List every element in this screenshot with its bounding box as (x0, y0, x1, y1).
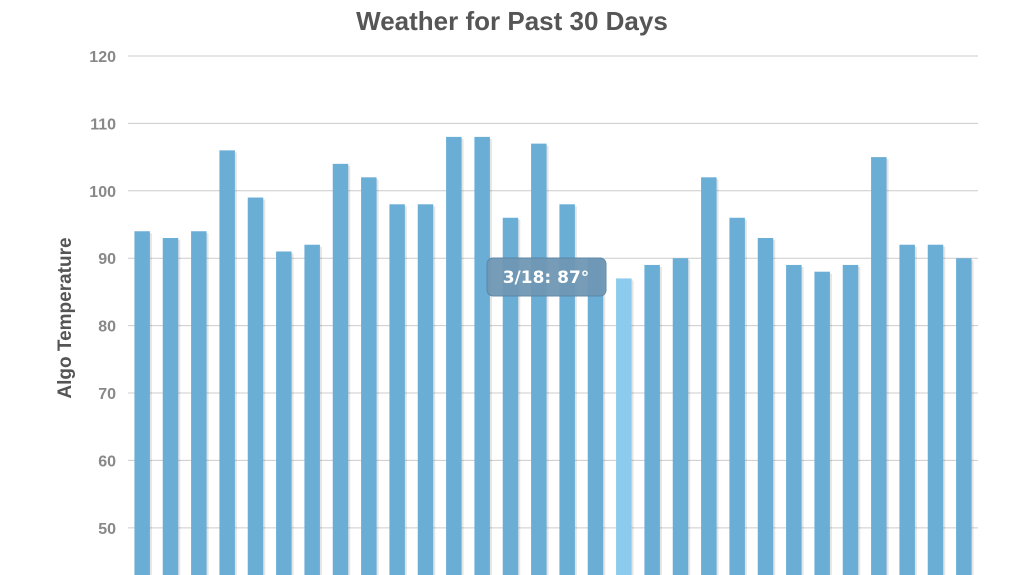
bar[interactable] (587, 258, 604, 575)
bar[interactable] (389, 204, 405, 575)
bar[interactable] (247, 197, 264, 575)
bar[interactable] (672, 258, 689, 575)
bar[interactable] (842, 264, 859, 575)
bar[interactable] (417, 204, 434, 575)
bar[interactable] (304, 244, 320, 575)
tooltip: 3/18: 87° (486, 257, 607, 297)
y-tick-label: 100 (89, 184, 116, 201)
bar[interactable] (757, 237, 774, 575)
chart-title: Weather for Past 30 Days (356, 6, 668, 36)
y-axis-label: Algo Temperature (55, 237, 76, 398)
bar[interactable] (531, 143, 547, 575)
y-tick-label: 80 (98, 319, 116, 336)
y-tick-label: 90 (98, 251, 116, 268)
bar[interactable] (956, 258, 972, 575)
bar[interactable] (899, 244, 915, 575)
y-tick-label: 60 (98, 453, 116, 470)
bar[interactable] (729, 217, 745, 575)
bar[interactable] (871, 157, 887, 575)
bar[interactable] (616, 278, 632, 575)
bar[interactable] (559, 204, 575, 575)
bar[interactable] (219, 150, 235, 575)
y-axis-ticks: 50 60 70 80 90 100 110 120 (89, 49, 116, 538)
y-tick-label: 50 (98, 521, 116, 538)
bar[interactable] (361, 177, 377, 575)
bar[interactable] (191, 231, 207, 575)
bar[interactable] (162, 237, 179, 575)
bar[interactable] (276, 251, 292, 575)
y-tick-label: 110 (90, 116, 116, 133)
bar[interactable] (134, 231, 150, 575)
bar[interactable] (474, 136, 490, 575)
y-tick-label: 120 (89, 49, 116, 66)
bar[interactable] (644, 264, 660, 575)
bar[interactable] (332, 163, 349, 575)
bar[interactable] (927, 244, 944, 575)
bar[interactable] (446, 136, 462, 575)
tooltip-box (486, 257, 607, 297)
tooltip-text: 3/18: 87° (503, 268, 590, 288)
bar[interactable] (786, 264, 802, 575)
bar[interactable] (814, 271, 830, 575)
gridlines (128, 55, 978, 529)
bar[interactable] (502, 217, 519, 575)
bars (134, 136, 974, 575)
y-tick-label: 70 (98, 386, 116, 403)
bar[interactable] (701, 177, 717, 575)
